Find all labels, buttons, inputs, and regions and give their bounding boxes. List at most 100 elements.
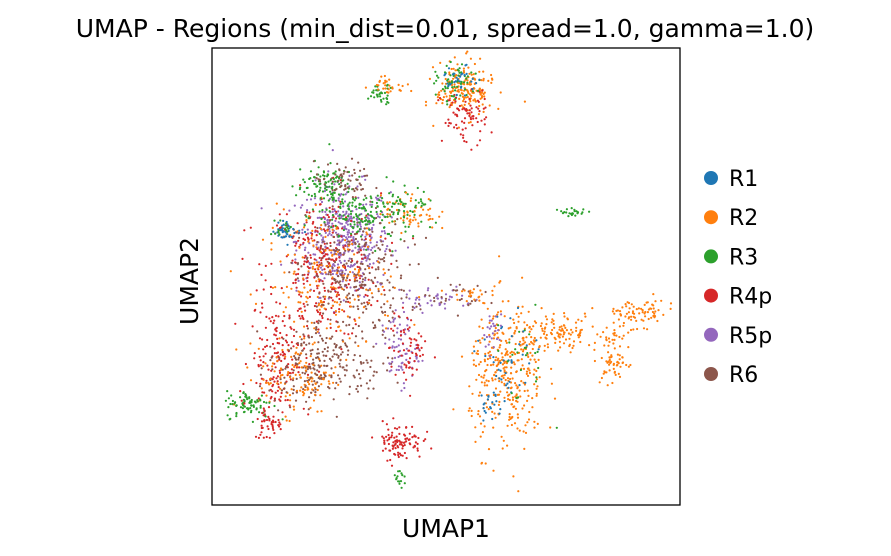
point-r2 [391, 86, 394, 89]
point-r2 [490, 73, 493, 77]
point-r6 [361, 369, 365, 372]
point-r2 [529, 358, 532, 361]
point-r4p [273, 432, 276, 435]
point-r6 [284, 381, 287, 384]
point-r3 [392, 211, 395, 214]
point-r1 [473, 350, 476, 353]
point-r2 [365, 231, 368, 234]
point-r2 [343, 247, 346, 251]
point-r2 [556, 331, 559, 334]
point-r2 [470, 409, 473, 412]
point-r2 [311, 343, 314, 346]
point-r6 [310, 352, 313, 355]
point-r5p [328, 221, 331, 224]
point-r2 [300, 366, 303, 369]
point-r2 [523, 447, 526, 450]
point-r2 [282, 291, 285, 294]
point-r5p [350, 264, 353, 267]
point-r4p [279, 423, 282, 426]
point-r6 [377, 290, 380, 293]
point-r5p [317, 261, 321, 264]
point-r6 [388, 289, 391, 292]
point-r6 [308, 342, 311, 345]
point-r2 [491, 379, 494, 382]
point-r5p [393, 356, 397, 359]
point-r2 [472, 359, 475, 362]
point-r6 [389, 304, 392, 307]
point-r1 [293, 231, 296, 235]
point-r2 [458, 82, 461, 85]
point-r5p [328, 197, 331, 200]
point-r2 [365, 227, 368, 230]
point-r5p [305, 198, 309, 201]
point-r6 [316, 356, 319, 359]
point-r2 [535, 369, 538, 373]
point-r3 [456, 80, 460, 83]
point-r4p [306, 280, 309, 283]
point-r4p [288, 317, 291, 320]
point-r2 [545, 337, 548, 340]
point-r4p [394, 442, 397, 445]
point-r2 [513, 332, 516, 335]
point-r5p [462, 304, 465, 307]
point-r1 [484, 354, 487, 358]
point-r3 [390, 205, 394, 208]
point-r6 [311, 383, 314, 386]
point-r5p [334, 219, 337, 222]
point-r2 [516, 400, 519, 403]
point-r6 [344, 184, 347, 187]
point-r2 [627, 311, 631, 314]
point-r2 [383, 272, 386, 275]
point-r2 [295, 351, 298, 354]
point-r6 [322, 240, 325, 243]
point-r5p [370, 236, 373, 239]
point-r3 [284, 224, 287, 227]
point-r6 [256, 330, 259, 333]
point-r3 [241, 407, 244, 410]
point-r2 [459, 88, 462, 91]
point-r4p [391, 431, 394, 434]
point-r6 [316, 173, 319, 176]
point-r5p [344, 193, 347, 196]
point-r3 [355, 231, 358, 234]
point-r2 [540, 307, 543, 310]
point-r6 [368, 271, 371, 275]
point-r1 [498, 412, 501, 415]
point-r6 [456, 314, 459, 317]
point-r3 [325, 208, 328, 211]
point-r2 [279, 387, 282, 390]
point-r1 [510, 335, 513, 338]
point-r1 [518, 343, 521, 346]
point-r6 [259, 373, 262, 376]
point-r4p [260, 424, 263, 427]
point-r6 [383, 260, 386, 263]
point-r6 [444, 297, 448, 300]
point-r6 [352, 327, 355, 330]
point-r1 [283, 236, 286, 239]
point-r2 [520, 380, 523, 383]
point-r3 [339, 202, 342, 206]
point-r2 [334, 313, 338, 316]
point-r6 [335, 344, 338, 347]
point-r2 [577, 336, 580, 339]
point-r3 [376, 205, 379, 208]
point-r6 [308, 365, 312, 368]
point-r6 [317, 352, 320, 355]
point-r6 [302, 388, 305, 391]
point-r4p [406, 316, 409, 319]
point-r5p [347, 235, 350, 239]
point-r5p [342, 210, 345, 213]
point-r4p [265, 315, 268, 318]
point-r3 [331, 214, 334, 217]
point-r2 [607, 344, 610, 347]
point-r2 [608, 340, 611, 343]
point-r2 [300, 386, 303, 389]
point-r4p [411, 237, 415, 240]
point-r3 [568, 212, 571, 215]
point-r3 [404, 202, 407, 205]
point-r4p [271, 385, 274, 388]
point-r2 [304, 369, 307, 372]
point-r3 [441, 88, 444, 91]
point-r4p [278, 421, 281, 424]
point-r4p [480, 119, 483, 122]
